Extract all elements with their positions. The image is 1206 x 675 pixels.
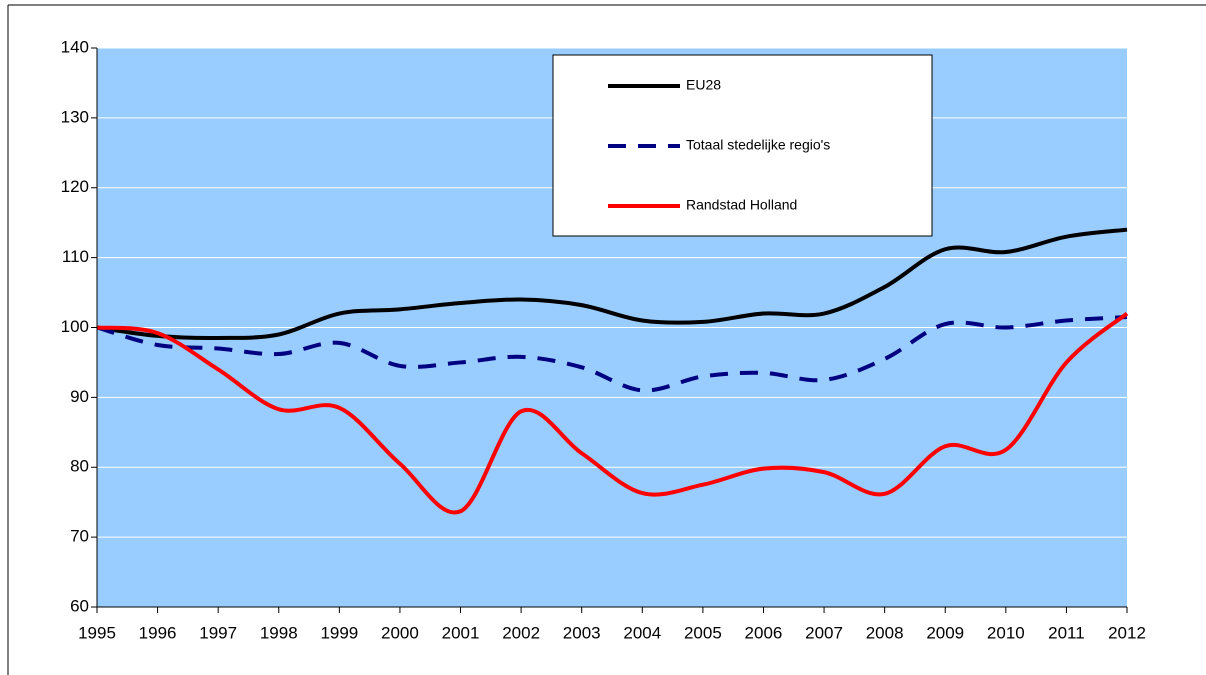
x-tick-label: 1997: [199, 623, 237, 642]
x-tick-label: 1996: [139, 623, 177, 642]
legend-label: Totaal stedelijke regio's: [686, 137, 830, 153]
y-tick-label: 90: [70, 387, 89, 406]
y-tick-label: 110: [62, 247, 89, 266]
series-line: [96, 311, 1129, 515]
y-tick-label: 120: [61, 177, 89, 196]
x-tick-label: 2002: [502, 623, 540, 642]
x-tick-label: 2006: [745, 623, 783, 642]
x-tick-label: 2001: [442, 623, 480, 642]
legend-label: Randstad Holland: [686, 197, 797, 213]
x-tick-label: 1999: [320, 623, 358, 642]
x-tick-label: 2012: [1108, 623, 1146, 642]
x-tick-label: 2011: [1048, 623, 1085, 642]
y-tick-label: 130: [61, 107, 89, 126]
y-tick-label: 70: [70, 527, 89, 546]
x-tick-label: 2000: [381, 623, 419, 642]
x-tick-label: 2010: [987, 623, 1025, 642]
legend-label: EU28: [686, 77, 721, 93]
x-tick-label: 2008: [866, 623, 904, 642]
y-tick-label: 100: [61, 317, 89, 336]
x-tick-label: 2007: [805, 623, 843, 642]
x-tick-label: 1998: [260, 623, 298, 642]
series-line: [96, 315, 1128, 393]
y-tick-label: 60: [70, 596, 89, 615]
x-tick-label: 2003: [563, 623, 601, 642]
y-tick-label: 80: [70, 457, 89, 476]
x-tick-label: 2009: [926, 623, 964, 642]
x-tick-label: 2004: [623, 623, 661, 642]
x-tick-label: 1995: [78, 623, 116, 642]
y-tick-label: 140: [61, 37, 89, 56]
x-tick-label: 2005: [684, 623, 722, 642]
series-line: [96, 227, 1128, 341]
